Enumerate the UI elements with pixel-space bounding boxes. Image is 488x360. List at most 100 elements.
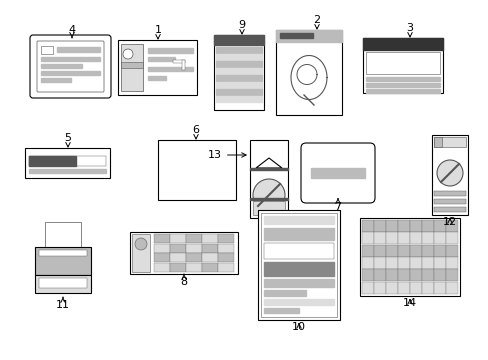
Bar: [249, 168, 287, 170]
Text: 5: 5: [64, 133, 71, 147]
Bar: [216, 82, 262, 88]
Bar: [173, 60, 184, 63]
Bar: [445, 245, 457, 256]
Bar: [409, 220, 421, 232]
Bar: [35, 275, 91, 293]
Bar: [264, 299, 333, 305]
Bar: [185, 243, 201, 252]
Bar: [41, 71, 100, 75]
Bar: [154, 262, 169, 271]
Bar: [361, 232, 373, 244]
Bar: [373, 220, 385, 232]
Bar: [397, 232, 408, 244]
Bar: [280, 33, 312, 38]
Bar: [182, 60, 184, 70]
Bar: [214, 35, 264, 45]
Bar: [421, 257, 433, 269]
Bar: [409, 282, 421, 293]
Bar: [252, 201, 285, 215]
Text: 10: 10: [291, 322, 305, 332]
Bar: [258, 210, 339, 320]
Bar: [275, 30, 341, 42]
Bar: [216, 96, 262, 102]
Bar: [170, 253, 185, 262]
Bar: [216, 75, 262, 81]
Bar: [421, 282, 433, 293]
Bar: [433, 269, 445, 281]
Bar: [216, 89, 262, 95]
Bar: [431, 135, 467, 215]
Text: 6: 6: [192, 125, 199, 139]
Bar: [185, 262, 201, 271]
Bar: [362, 38, 442, 93]
Bar: [39, 250, 87, 256]
Bar: [373, 257, 385, 269]
Bar: [29, 169, 106, 173]
Circle shape: [123, 49, 133, 59]
Bar: [218, 234, 233, 243]
Bar: [310, 168, 364, 178]
Bar: [445, 232, 457, 244]
Bar: [409, 245, 421, 256]
Bar: [421, 220, 433, 232]
Bar: [264, 308, 298, 313]
Bar: [361, 220, 373, 232]
Bar: [39, 278, 87, 288]
Bar: [148, 76, 165, 80]
Text: 11: 11: [56, 297, 70, 310]
Bar: [118, 40, 197, 95]
Text: 3: 3: [406, 23, 413, 37]
Bar: [41, 57, 100, 61]
Bar: [385, 220, 397, 232]
Bar: [397, 220, 408, 232]
Bar: [445, 269, 457, 281]
Text: 14: 14: [402, 298, 416, 308]
Bar: [249, 198, 287, 200]
Bar: [218, 262, 233, 271]
Bar: [385, 269, 397, 281]
Bar: [57, 47, 100, 52]
Bar: [185, 253, 201, 262]
Text: 8: 8: [180, 274, 187, 287]
Bar: [445, 257, 457, 269]
Bar: [132, 234, 150, 272]
Bar: [361, 282, 373, 293]
Text: 2: 2: [313, 15, 320, 29]
Bar: [148, 67, 193, 71]
Bar: [170, 243, 185, 252]
Circle shape: [252, 179, 285, 211]
Text: 9: 9: [238, 20, 245, 34]
Bar: [409, 257, 421, 269]
Bar: [202, 262, 217, 271]
Bar: [29, 156, 106, 166]
Bar: [264, 243, 333, 259]
Bar: [216, 54, 262, 60]
Bar: [397, 269, 408, 281]
Bar: [202, 253, 217, 262]
Bar: [445, 282, 457, 293]
Bar: [397, 245, 408, 256]
Bar: [433, 257, 445, 269]
Bar: [185, 234, 201, 243]
Bar: [25, 148, 110, 178]
Bar: [385, 282, 397, 293]
Bar: [362, 38, 442, 50]
Bar: [264, 290, 305, 296]
Bar: [373, 269, 385, 281]
Bar: [154, 234, 169, 243]
Bar: [433, 191, 465, 196]
Bar: [445, 220, 457, 232]
Text: 12: 12: [442, 217, 456, 227]
Bar: [361, 257, 373, 269]
Bar: [421, 269, 433, 281]
Bar: [261, 213, 336, 317]
Bar: [264, 216, 333, 224]
Bar: [148, 48, 193, 53]
Bar: [264, 262, 333, 276]
Bar: [41, 64, 82, 68]
Bar: [365, 89, 439, 93]
Bar: [433, 137, 465, 147]
Bar: [264, 279, 333, 287]
Bar: [373, 245, 385, 256]
Bar: [249, 140, 287, 218]
